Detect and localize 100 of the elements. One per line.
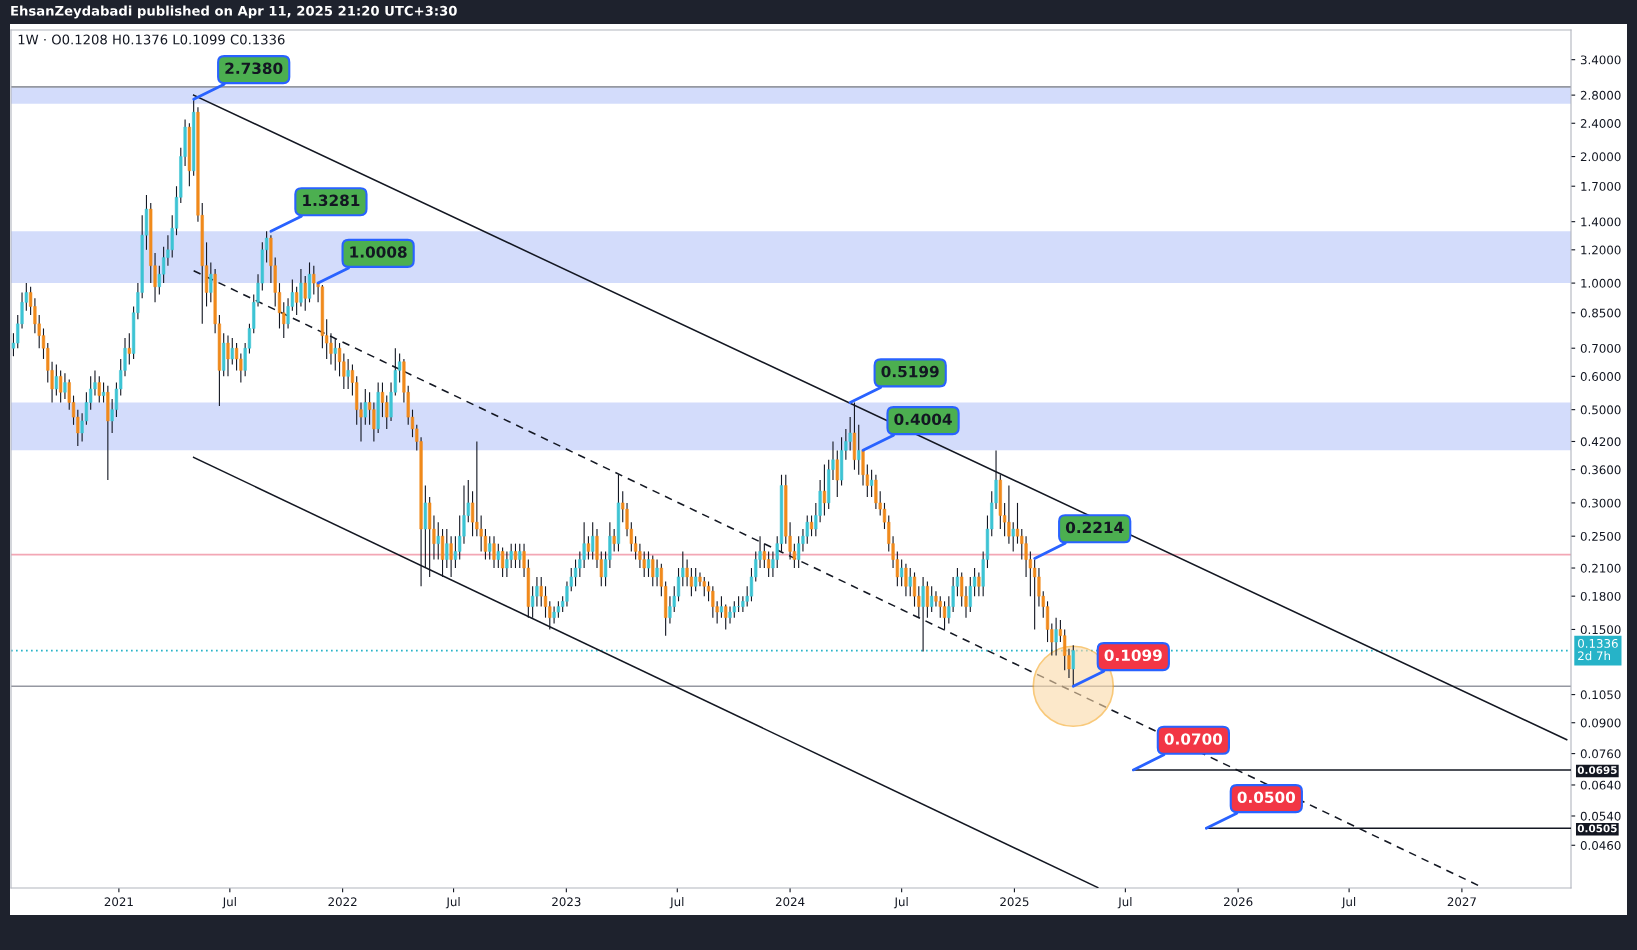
y-tick-label: 0.0460 — [1580, 840, 1621, 850]
candlestick — [719, 595, 724, 619]
ref-line-label: 0.1336 2d 7h — [1578, 638, 1618, 661]
candlestick — [230, 337, 234, 366]
x-tick-label: Jul — [669, 897, 684, 909]
candlestick — [209, 261, 213, 303]
candlestick — [638, 543, 642, 569]
candlestick — [694, 567, 698, 592]
candlestick — [668, 595, 672, 625]
y-tick-label: 1.2000 — [1581, 245, 1621, 255]
annotation: 0.0505 — [1577, 824, 1617, 833]
candlestick — [612, 528, 616, 552]
candlestick — [440, 528, 445, 578]
candlestick — [1045, 600, 1050, 643]
candlestick — [711, 585, 715, 619]
x-tick-label: 2023 — [552, 897, 581, 907]
candlestick — [921, 576, 925, 652]
annotation: 0.0700 — [1164, 733, 1223, 745]
x-tick-label: Jul — [1341, 897, 1356, 909]
candlestick — [1024, 535, 1028, 578]
y-tick-label: 0.1050 — [1580, 690, 1621, 700]
y-tick-label: 0.3000 — [1580, 498, 1621, 508]
candlestick — [655, 558, 659, 587]
y-tick-label: 2.0000 — [1580, 152, 1621, 162]
y-tick-label: 0.0640 — [1580, 780, 1621, 790]
y-tick-label: 0.7000 — [1580, 343, 1621, 353]
candlestick — [543, 585, 548, 619]
candlestick — [239, 352, 243, 384]
y-tick-label: 3.4000 — [1580, 55, 1621, 65]
annotation: 0.0695 — [1577, 766, 1617, 775]
candlestick — [586, 535, 591, 561]
x-tick-label: Jul — [222, 897, 236, 909]
candlestick — [1054, 617, 1058, 657]
candlestick — [870, 469, 874, 498]
annotation: 0.2214 — [1065, 521, 1124, 534]
candlestick — [492, 535, 496, 569]
candlestick — [329, 332, 333, 366]
candlestick — [900, 558, 904, 587]
candlestick — [646, 550, 651, 578]
candlestick — [127, 332, 131, 366]
x-tick-label: Jul — [445, 897, 460, 909]
candlestick — [59, 369, 63, 404]
y-tick-label: 0.1500 — [1580, 625, 1621, 635]
annotation: 0.0500 — [1237, 791, 1296, 804]
candlestick — [342, 352, 346, 390]
y-tick-label: 1.4000 — [1581, 217, 1621, 227]
candlestick — [535, 576, 539, 608]
x-tick-label: Jul — [893, 897, 908, 909]
chart-title: 1W · O0.1208 H0.1376 L0.1099 C0.1336 — [18, 34, 285, 45]
candlestick — [698, 571, 702, 587]
candlestick — [303, 275, 307, 312]
candlestick — [809, 514, 814, 537]
y-tick-label: 0.5000 — [1580, 405, 1621, 415]
candlestick — [449, 535, 453, 578]
candlestick — [513, 543, 518, 569]
x-tick-label: 2021 — [104, 897, 133, 907]
candlestick — [651, 554, 655, 587]
annotation: 0.4004 — [894, 413, 952, 426]
candlestick — [346, 358, 350, 390]
x-tick-label: Jul — [1117, 897, 1132, 909]
candlestick — [501, 546, 505, 578]
candlestick — [912, 571, 917, 608]
annotation: 1.3281 — [303, 194, 360, 207]
y-tick-label: 0.0900 — [1580, 718, 1621, 728]
candlestick — [496, 543, 500, 569]
candlestick — [728, 606, 732, 625]
candlestick — [908, 567, 912, 597]
y-tick-label: 0.1800 — [1580, 591, 1621, 601]
y-tick-label: 2.8000 — [1580, 90, 1621, 100]
candlestick — [582, 521, 586, 569]
candlestick — [436, 521, 440, 561]
candlestick — [518, 543, 522, 569]
x-tick-label: 2026 — [1224, 897, 1253, 907]
y-tick-label: 0.0540 — [1580, 811, 1621, 821]
candlestick — [539, 576, 543, 608]
x-tick-label: 2025 — [1000, 897, 1029, 907]
annotation: 0.1099 — [1104, 649, 1162, 662]
candlestick — [930, 585, 934, 613]
candlestick — [904, 563, 908, 597]
y-tick-label: 0.8500 — [1580, 308, 1621, 318]
candlestick — [977, 571, 981, 597]
candlestick — [942, 600, 947, 631]
chart-subtitle: EhsanZeydabadi published on Apr 11, 2025 21:20 UTC+3:30 — [11, 5, 457, 19]
y-tick-label: 2.4000 — [1580, 118, 1621, 128]
candlestick — [822, 464, 826, 517]
candlestick — [299, 268, 303, 307]
y-tick-label: 0.2500 — [1580, 531, 1621, 541]
y-tick-label: 1.7000 — [1581, 181, 1621, 191]
candlestick — [505, 550, 509, 578]
x-tick-label: 2027 — [1447, 897, 1476, 907]
candlestick — [934, 590, 938, 608]
candlestick — [295, 286, 299, 316]
x-tick-label: 2024 — [775, 897, 805, 907]
annotation: 0.5199 — [881, 365, 939, 378]
y-tick-label: 0.0760 — [1580, 749, 1621, 759]
candlestick — [63, 372, 67, 400]
candlestick — [372, 401, 376, 443]
candlestick — [380, 381, 385, 418]
annotation: 1.0008 — [350, 246, 407, 258]
candlestick — [857, 424, 861, 476]
